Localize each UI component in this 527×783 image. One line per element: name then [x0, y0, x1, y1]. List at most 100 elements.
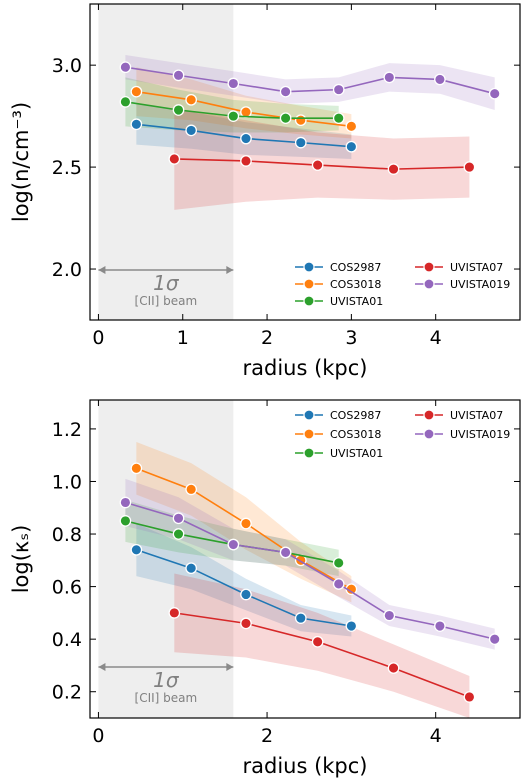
data-point-UVISTA019	[119, 496, 132, 509]
beam-region	[98, 4, 234, 320]
y-tick-label: 1.2	[52, 419, 82, 441]
data-point-COS2987	[130, 118, 143, 131]
data-point-COS2987	[294, 612, 307, 624]
x-tick-label: 0	[92, 327, 104, 349]
chart-panel-1: 1σ[CII] beam 0 1 2 3 4 2.0 2.5 3.0 radius (kpc) lo…	[9, 3, 521, 380]
legend: COS2987 COS3018 UVISTA01 UVISTA07 UVISTA019	[295, 261, 510, 308]
data-point-UVISTA01	[279, 112, 292, 125]
x-tick-label: 1	[177, 327, 189, 349]
legend-label-UVISTA01: UVISTA01	[330, 295, 383, 308]
data-point-COS3018	[345, 120, 358, 133]
data-point-UVISTA07	[463, 691, 476, 703]
series-line-UVISTA019	[125, 501, 495, 640]
data-point-UVISTA019	[332, 578, 345, 590]
series-line-UVISTA019	[125, 66, 495, 95]
x-tick-label: 3	[345, 327, 357, 349]
legend-marker-UVISTA07	[423, 409, 435, 421]
data-point-UVISTA07	[168, 153, 181, 165]
x-tick-label: 0	[92, 725, 104, 747]
data-point-UVISTA019	[488, 87, 501, 100]
x-tick-label: 4	[430, 327, 442, 349]
legend-marker-UVISTA01	[303, 295, 315, 307]
data-point-UVISTA07	[387, 163, 400, 175]
legend-marker-COS3018	[303, 278, 315, 290]
legend-marker-UVISTA019	[423, 428, 435, 440]
x-tick-label: 2	[261, 327, 273, 349]
y-tick-label: 2.5	[52, 157, 82, 179]
data-point-COS2987	[130, 543, 143, 556]
data-point-UVISTA07	[387, 662, 400, 674]
legend-label-UVISTA07: UVISTA07	[450, 261, 503, 274]
legend-label-COS2987: COS2987	[330, 261, 381, 274]
x-axis-label: radius (kpc)	[242, 356, 367, 380]
data-point-COS2987	[240, 588, 252, 601]
data-point-UVISTA019	[227, 538, 240, 551]
beam-arrow-head-left	[98, 266, 106, 274]
data-point-COS2987	[294, 136, 307, 149]
data-point-UVISTA01	[172, 104, 185, 116]
data-point-UVISTA07	[311, 159, 324, 171]
beam-sigma-label: 1σ	[153, 271, 180, 295]
data-point-UVISTA07	[168, 607, 181, 619]
data-point-UVISTA019	[488, 633, 501, 646]
y-tick-label: 0.4	[52, 629, 82, 651]
data-point-UVISTA07	[240, 155, 252, 167]
beam-arrow-head-left	[98, 663, 106, 671]
data-point-COS2987	[185, 124, 198, 137]
chart-panel-2: 1σ[CII] beam 0 2 4 0.2 0.4 0.6 0.8 1.0 1.2 radius …	[9, 399, 521, 778]
legend-marker-UVISTA07	[423, 261, 435, 273]
data-point-COS3018	[294, 114, 307, 127]
x-tick-label: 2	[261, 725, 273, 747]
legend-label-COS3018: COS3018	[330, 278, 381, 291]
y-axis-label: log(κₛ)	[9, 525, 33, 594]
data-point-UVISTA01	[119, 515, 132, 527]
data-point-UVISTA07	[240, 617, 252, 630]
band-COS2987	[136, 523, 352, 637]
y-tick-label: 0.2	[52, 682, 82, 704]
data-point-UVISTA019	[227, 77, 240, 90]
y-axis-label: log(n/cm⁻³)	[9, 102, 33, 222]
data-point-COS2987	[240, 132, 252, 145]
axes-frame	[89, 399, 521, 719]
data-point-UVISTA019	[332, 83, 345, 96]
data-point-COS2987	[345, 140, 358, 153]
data-point-UVISTA019	[119, 61, 132, 74]
legend: COS2987 COS3018 UVISTA01 UVISTA07 UVISTA019	[295, 409, 510, 460]
legend-label-UVISTA019: UVISTA019	[450, 428, 510, 441]
beam-arrow-head-right	[226, 266, 234, 274]
data-point-UVISTA07	[463, 161, 476, 173]
y-tick-label: 0.6	[52, 577, 82, 599]
data-point-UVISTA01	[119, 96, 132, 108]
data-point-UVISTA019	[434, 620, 446, 632]
data-point-UVISTA019	[279, 85, 292, 98]
legend-label-UVISTA019: UVISTA019	[450, 278, 510, 291]
beam-text-label: [CII] beam	[135, 691, 198, 705]
data-point-UVISTA01	[172, 528, 185, 540]
legend-label-UVISTA07: UVISTA07	[450, 409, 503, 422]
y-tick-label: 2.0	[52, 259, 82, 281]
x-axis-label: radius (kpc)	[242, 754, 367, 778]
y-tick-label: 1.0	[52, 471, 82, 493]
beam-text-label: [CII] beam	[135, 294, 198, 308]
data-point-UVISTA019	[383, 609, 396, 622]
data-point-UVISTA01	[332, 112, 345, 125]
data-point-UVISTA07	[311, 635, 324, 648]
band-UVISTA019	[125, 478, 495, 650]
y-tick-label: 0.8	[52, 524, 82, 546]
data-point-COS3018	[130, 85, 143, 98]
legend-label-UVISTA01: UVISTA01	[330, 447, 383, 460]
data-point-UVISTA019	[172, 512, 185, 525]
data-point-UVISTA019	[172, 69, 185, 82]
data-point-COS3018	[240, 517, 252, 530]
data-point-COS3018	[130, 462, 143, 475]
x-tick-label: 4	[430, 725, 442, 747]
legend-marker-UVISTA019	[423, 278, 435, 290]
data-point-COS2987	[185, 562, 198, 575]
data-point-UVISTA019	[279, 546, 292, 559]
legend-marker-COS2987	[303, 261, 315, 273]
axes-frame	[89, 3, 521, 321]
legend-label-COS3018: COS3018	[330, 428, 381, 441]
legend-label-COS2987: COS2987	[330, 409, 381, 422]
data-point-UVISTA019	[434, 73, 446, 86]
